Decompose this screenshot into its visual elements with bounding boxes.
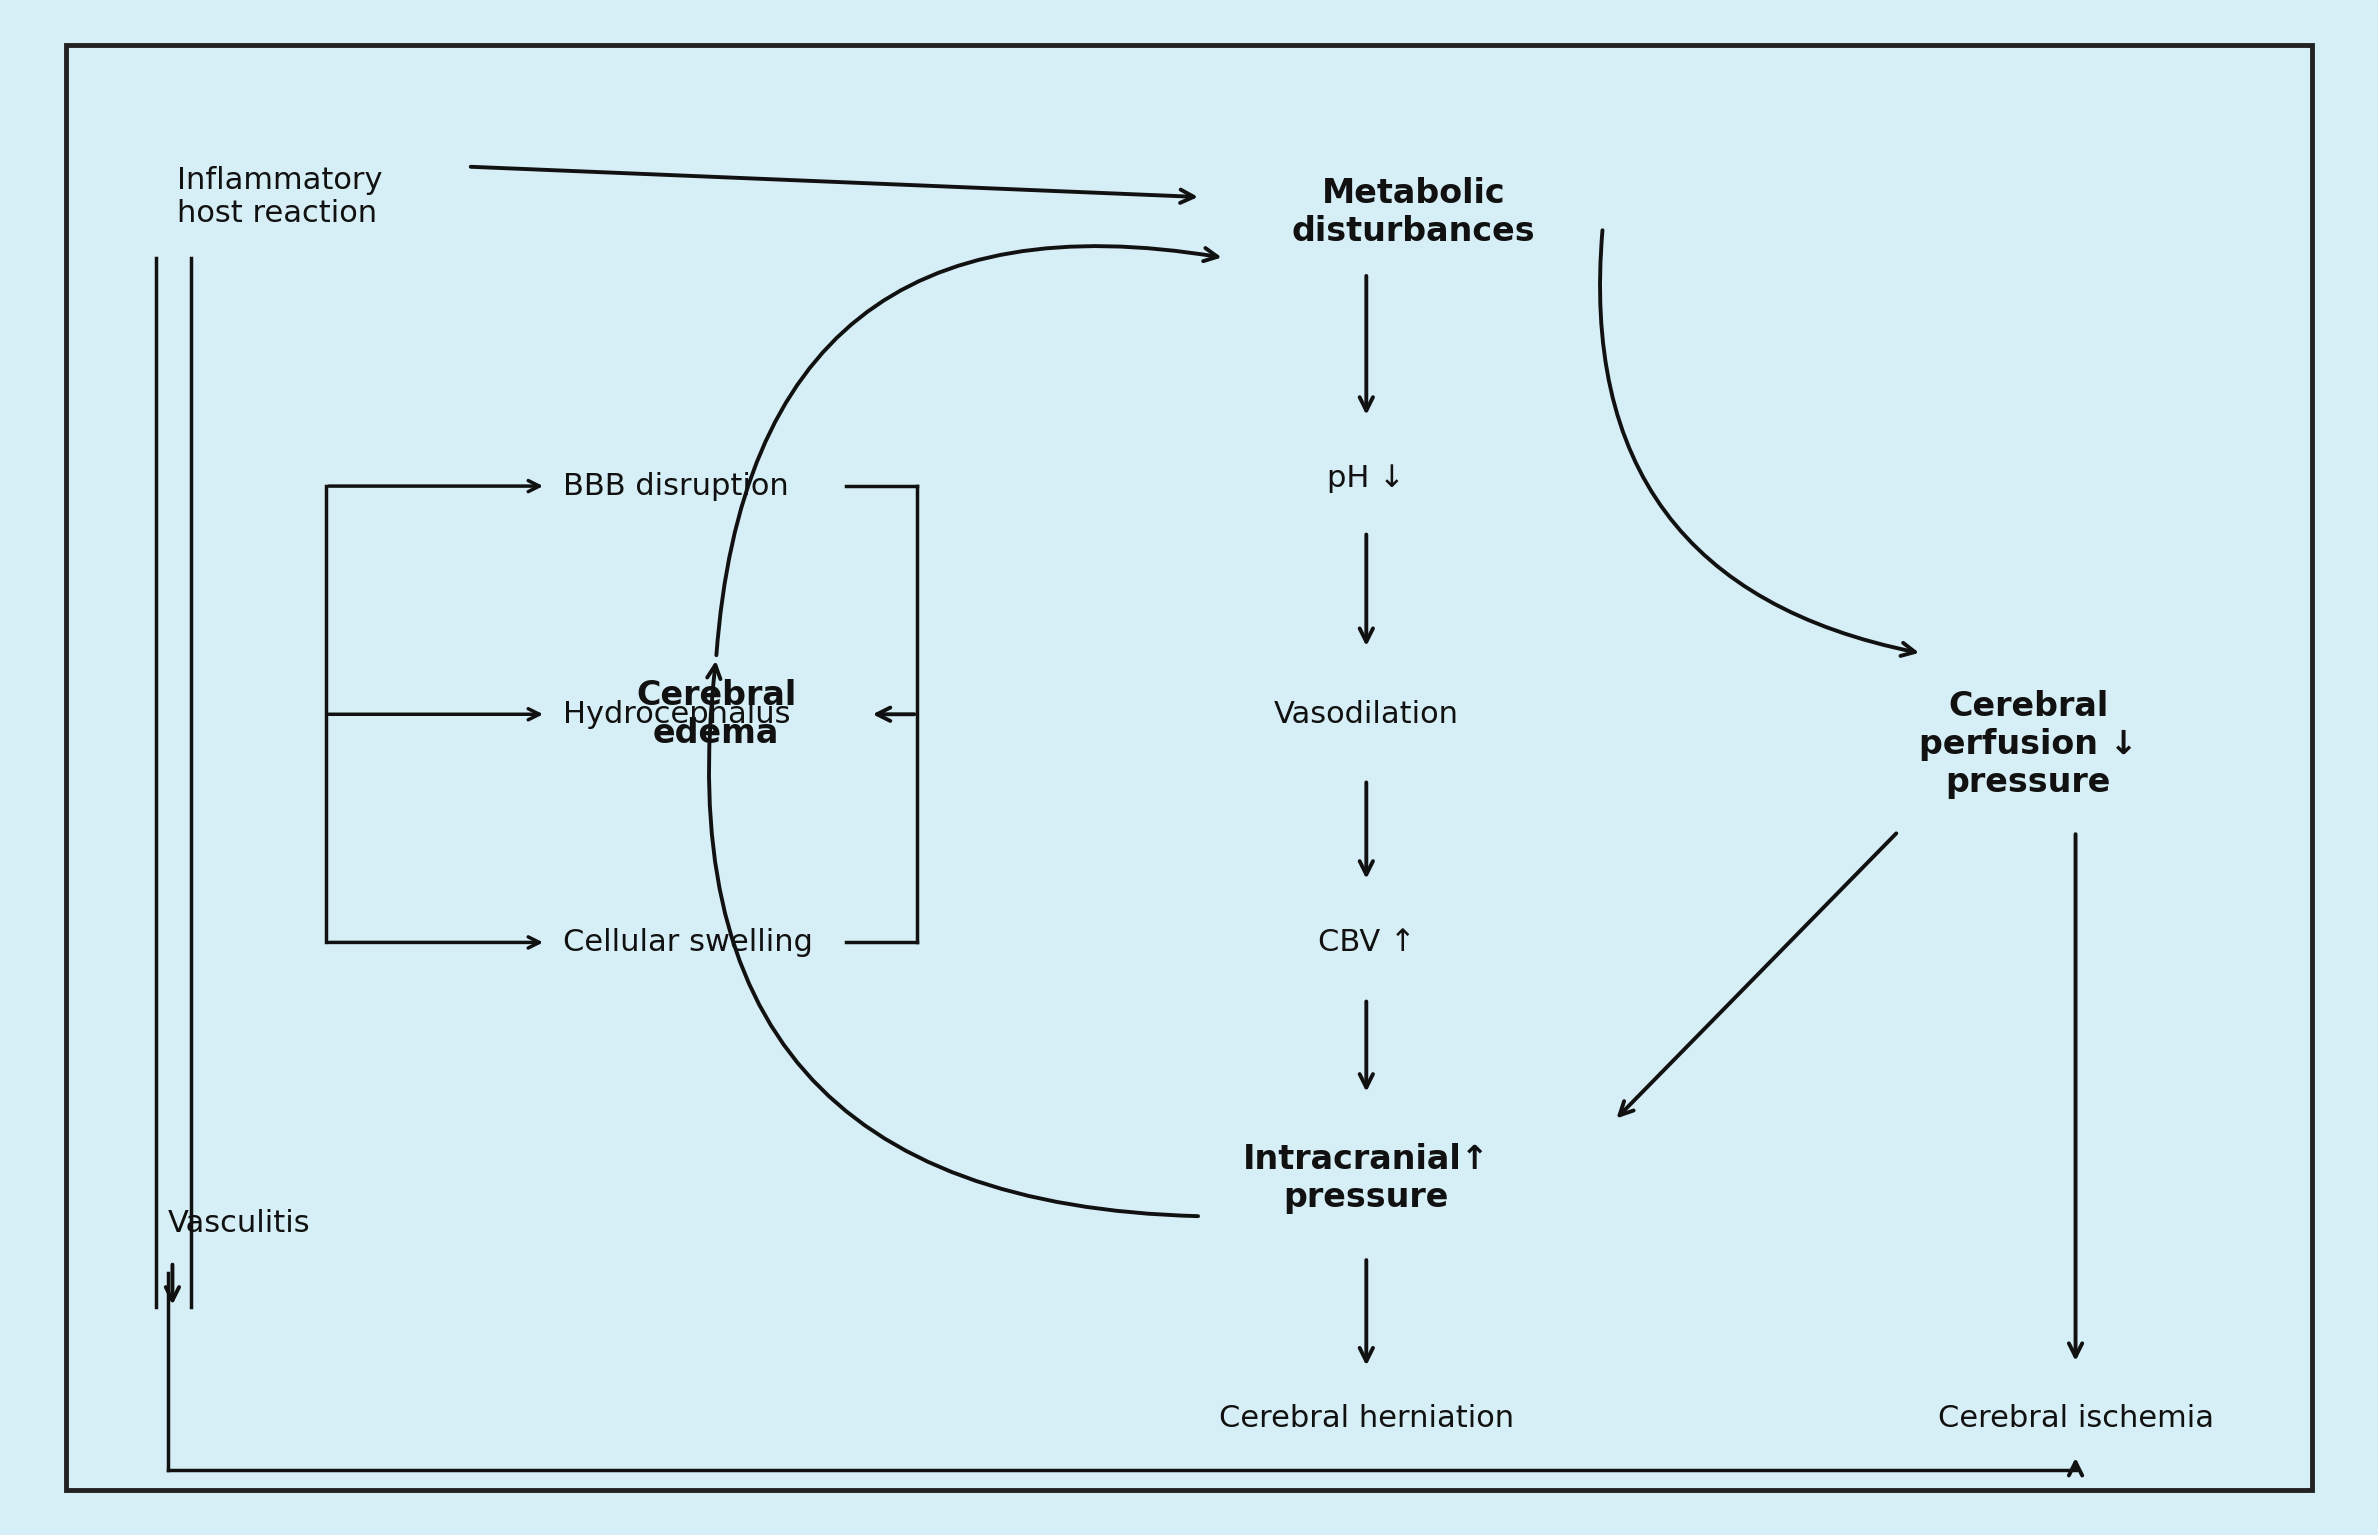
Text: Cerebral
perfusion ↓
pressure: Cerebral perfusion ↓ pressure: [1919, 691, 2138, 800]
Text: Intracranial↑
pressure: Intracranial↑ pressure: [1244, 1142, 1489, 1214]
Text: Cellular swelling: Cellular swelling: [564, 929, 813, 956]
Text: Cerebral
edema: Cerebral edema: [635, 678, 797, 751]
Text: BBB disruption: BBB disruption: [564, 471, 787, 500]
Text: Hydrocephalus: Hydrocephalus: [564, 700, 789, 729]
Text: Vasodilation: Vasodilation: [1275, 700, 1458, 729]
Text: Vasculitis: Vasculitis: [169, 1210, 312, 1239]
Text: Metabolic
disturbances: Metabolic disturbances: [1291, 177, 1536, 247]
Text: Cerebral herniation: Cerebral herniation: [1220, 1405, 1515, 1434]
Text: Cerebral ischemia: Cerebral ischemia: [1938, 1405, 2214, 1434]
FancyBboxPatch shape: [67, 45, 2311, 1490]
Text: pH ↓: pH ↓: [1327, 464, 1405, 493]
Text: Inflammatory
host reaction: Inflammatory host reaction: [176, 166, 383, 229]
Text: CBV ↑: CBV ↑: [1317, 929, 1415, 956]
